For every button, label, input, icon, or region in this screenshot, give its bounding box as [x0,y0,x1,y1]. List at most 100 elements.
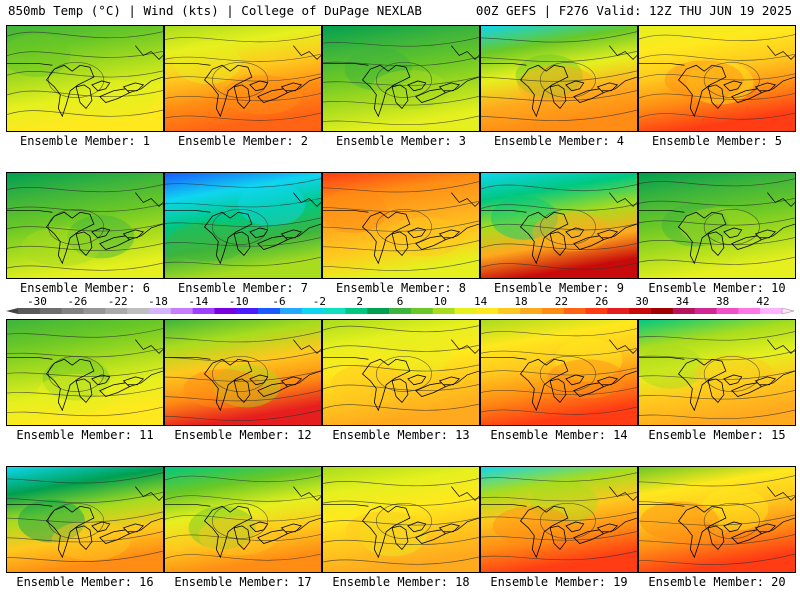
colorbar-swatch [389,308,412,314]
wind-contour-line [323,56,479,67]
ensemble-member-label: Ensemble Member: 8 [335,281,467,295]
wind-contour-line [7,511,163,523]
wind-contour-line [539,355,596,392]
temperature-field-map [6,172,164,279]
wind-contour-line [165,475,321,483]
wind-contour-line [165,370,321,382]
colorbar-swatch [672,308,695,314]
colorbar-swatch [61,308,84,314]
colorbar-tick-label: 38 [716,295,729,308]
wind-contour-line [7,387,163,397]
great-lakes-outline [677,358,777,412]
wind-contour-line [481,109,637,121]
wind-contour-line [639,92,795,100]
wind-contour-line [323,259,479,271]
colorbar-swatch [476,308,499,314]
ensemble-member-map [322,319,480,426]
wind-contour-line [165,553,321,561]
coastline-outline [135,339,163,354]
colorbar-swatch [498,308,521,314]
wind-contour-line [323,517,479,526]
coastline-outline [451,192,479,207]
colorbar-swatch [83,308,106,314]
ensemble-member-label: Ensemble Member: 9 [493,281,625,295]
colorbar-swatch [607,308,630,314]
colorbar-swatch [585,308,608,314]
wind-contour-line [212,208,269,245]
temperature-field-map [480,172,638,279]
colorbar-swatch [760,308,783,314]
colorbar-swatch [170,308,193,314]
wind-contour-line [48,208,105,245]
wind-contour-line [323,76,479,86]
wind-contour-line [323,497,479,506]
great-lakes-outline [677,505,777,559]
wind-contour-line [539,208,596,245]
great-lakes-outline [677,211,777,265]
temperature-shading [639,320,795,425]
colorbar-swatch [629,308,652,314]
temperature-shading [481,467,637,572]
temperature-shading [7,320,163,425]
border-outline [481,209,637,241]
wind-contour-line [375,61,432,98]
wind-contour-line [165,73,321,82]
ensemble-member-label: Ensemble Member: 6 [19,281,151,295]
wind-contour-line [165,533,321,541]
temperature-field-map [480,25,638,132]
coastline-outline [293,45,321,60]
wind-contour-line [375,208,432,245]
wind-contour-line [165,92,321,102]
wind-contour-line [703,208,760,245]
colorbar-tick-label: -26 [67,295,87,308]
temperature-field-map [322,25,480,132]
colorbar-swatch [716,308,739,314]
border-outline [639,503,795,535]
temperature-shading [323,467,479,572]
temperature-shading [7,173,163,278]
coastline-outline [767,339,795,354]
coastline-outline [135,192,163,207]
great-lakes-outline [519,64,619,118]
ensemble-member-map [6,25,164,132]
coastline-outline [767,486,795,501]
colorbar-swatch [323,308,346,314]
border-outline [7,62,163,94]
coastline-outline [451,486,479,501]
temperature-colorbar: -30 -26 -22 -18 -14 -10 -6 -2 2 6 10 14 18 22 26 30 34 38… [6,295,795,315]
border-outline [323,62,479,94]
wind-contour-line [481,184,637,192]
colorbar-tick-label: 42 [756,295,769,308]
temperature-field-map [480,319,638,426]
temperature-shading [323,173,479,278]
wind-contour-line [323,200,479,212]
temperature-field-map [638,172,796,279]
chart-title: 850mb Temp (°C) | Wind (kts) | College o… [8,3,422,18]
border-outline [7,209,163,241]
wind-contour-line [481,491,637,502]
wind-contour-line [481,70,637,82]
temperature-shading [165,320,321,425]
great-lakes-outline [361,358,461,412]
wind-contour-line [323,478,479,487]
wind-contour-line [539,502,596,539]
great-lakes-outline [203,211,303,265]
border-outline [481,503,637,535]
border-outline [639,62,795,94]
colorbar-swatch [345,308,368,314]
colorbar-tick-label: 14 [474,295,488,308]
ensemble-member-map [322,466,480,573]
wind-contour-line [165,494,321,502]
ensemble-member-label: Ensemble Member: 19 [490,575,628,589]
wind-contour-line [639,256,795,265]
wind-contour-line [481,262,637,270]
ensemble-member-label: Ensemble Member: 3 [335,134,467,148]
coastline-outline [451,339,479,354]
wind-contour-line [165,514,321,522]
wind-contour-line [639,217,795,226]
ensemble-member-map [638,25,796,132]
colorbar-tick-label: -14 [188,295,208,308]
wind-contour-line [481,90,637,102]
wind-contour-line [481,511,637,521]
wind-contour-line [639,197,795,206]
